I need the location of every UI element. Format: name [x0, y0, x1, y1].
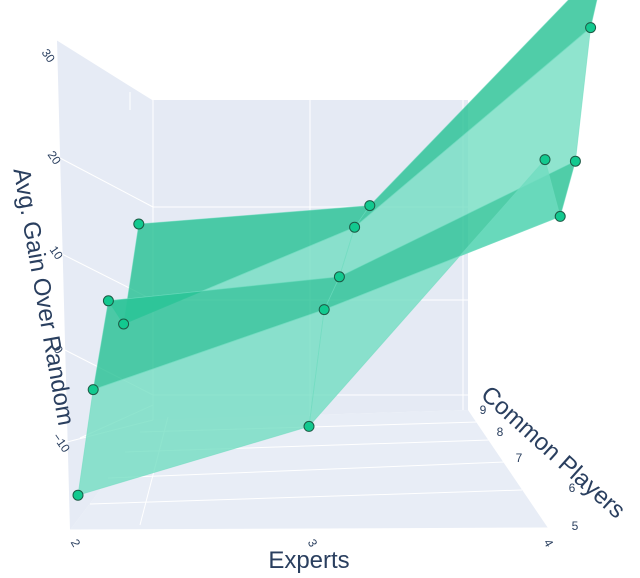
marker-e2-c9	[133, 218, 145, 230]
y-tick-label: 8	[497, 425, 504, 439]
marker-e2-c7	[102, 295, 114, 307]
marker-e3-c9	[364, 200, 376, 212]
z-tick-label: 30	[39, 46, 58, 65]
grid-line	[56, 39, 154, 101]
x-tick-label: 2	[68, 537, 84, 550]
grid-line	[69, 527, 549, 531]
marker-e4-c7	[569, 155, 581, 167]
grid-line	[107, 461, 506, 479]
markers-layer	[72, 22, 597, 501]
marker-e3-c7	[333, 271, 345, 283]
marker-e3-c5	[303, 420, 315, 432]
marker-e2-c6	[87, 384, 99, 396]
marker-e4-c6	[554, 210, 566, 222]
x-tick-label: 4	[541, 537, 557, 550]
marker-e2-c8	[118, 318, 130, 330]
x-axis-title: Experts	[268, 547, 349, 574]
y-tick-label: 6	[569, 481, 576, 495]
marker-e3-c6	[318, 304, 330, 316]
grid-line	[59, 157, 154, 208]
y-tick-label: 5	[572, 519, 579, 533]
y-tick-label: 7	[516, 451, 523, 465]
marker-e4-c8	[585, 22, 597, 34]
y-tick-label: 9	[480, 403, 487, 417]
marker-e4-c5	[539, 154, 551, 166]
marker-e2-c5	[72, 489, 84, 501]
surface-layer	[77, 0, 598, 496]
grid-line	[89, 489, 523, 505]
marker-e3-c8	[349, 221, 361, 233]
